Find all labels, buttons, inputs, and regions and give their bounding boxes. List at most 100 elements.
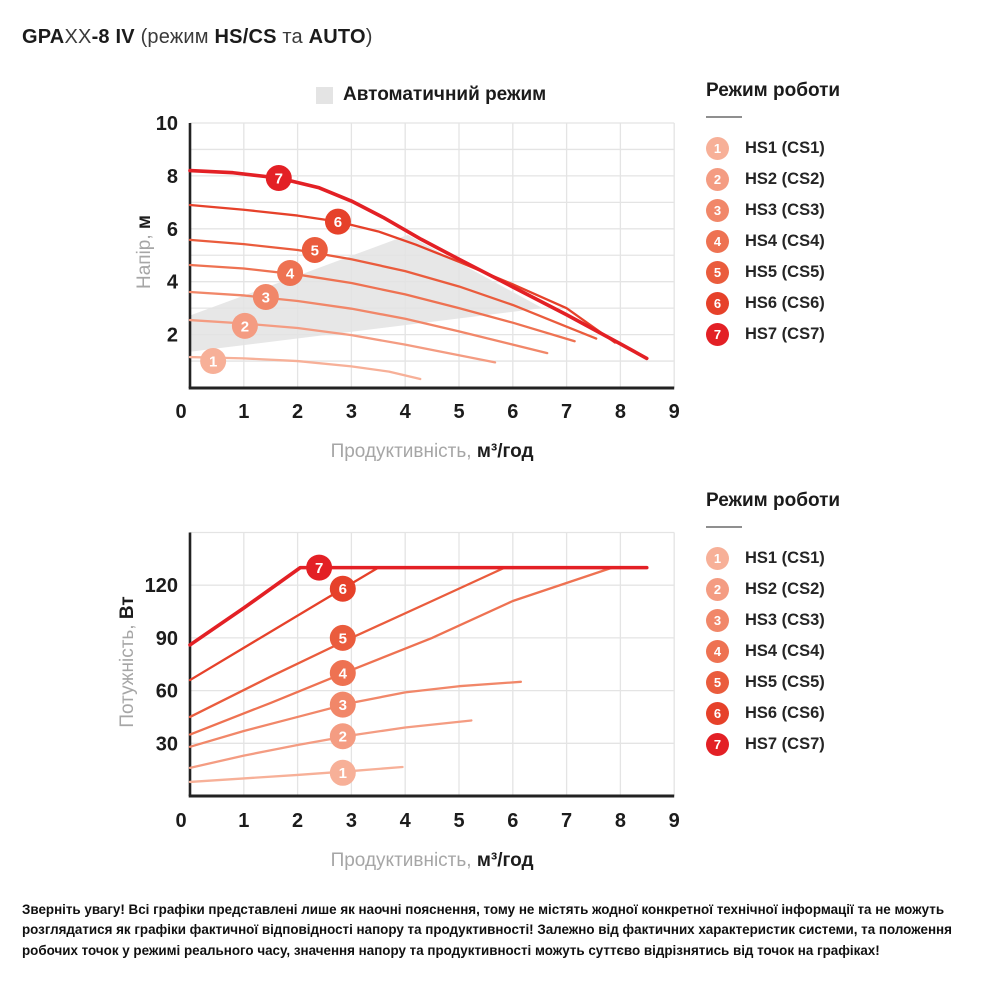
- x-axis-label: Продуктивність, м³/год: [331, 850, 534, 871]
- auto-mode-swatch-icon: [316, 86, 333, 104]
- mode-badge-icon: 2: [706, 168, 729, 191]
- title-mode-and: та: [276, 26, 309, 48]
- y-tick-label: 120: [145, 575, 178, 597]
- curve-hs4: [188, 263, 576, 343]
- legend-title: Режим роботи: [706, 490, 841, 511]
- auto-mode-legend: Автоматичний режим: [316, 84, 546, 106]
- x-tick-label: 8: [615, 401, 626, 423]
- curve-badge-5: 5: [329, 624, 356, 651]
- legend-title: Режим роботи: [706, 80, 841, 101]
- curve-badge-6: 6: [324, 208, 351, 235]
- legend-item-hs7: 7 HS7 (CS7): [706, 319, 971, 350]
- y-tick-label: 30: [156, 733, 178, 755]
- y-axis-label: Потужність, Вт: [118, 596, 138, 727]
- legend-item-hs1: 1 HS1 (CS1): [706, 133, 971, 164]
- legend-item-hs7: 7 HS7 (CS7): [706, 729, 971, 760]
- badge-circle-icon: [200, 348, 227, 375]
- legend-item-label: HS3 (CS3): [745, 611, 825, 629]
- x-tick-label: 0: [175, 401, 186, 423]
- x-tick-label: 6: [507, 810, 518, 832]
- x-tick-label: 9: [669, 810, 680, 832]
- auto-mode-label: Автоматичний режим: [343, 84, 547, 105]
- badge-number: 7: [275, 170, 283, 187]
- x-tick-label: 4: [400, 401, 412, 423]
- legend-item-label: HS4 (CS4): [745, 232, 825, 250]
- legend-item-label: HS6 (CS6): [745, 294, 825, 312]
- x-tick-label: 0: [175, 810, 186, 832]
- legend-item-hs4: 4 HS4 (CS4): [706, 226, 971, 257]
- x-tick-label: 1: [238, 810, 249, 832]
- y-tick-label: 8: [167, 166, 178, 188]
- legend-divider: [706, 116, 742, 118]
- badge-number: 3: [262, 289, 270, 306]
- y-tick-label: 10: [156, 113, 178, 135]
- legend-operating-modes-top: Режим роботи 1 HS1 (CS1) 2 HS2 (CS2) 3 HS3 (C…: [706, 80, 971, 350]
- badge-number: 5: [311, 242, 319, 259]
- curve-badge-3: 3: [329, 691, 356, 718]
- x-tick-label: 3: [346, 401, 357, 423]
- legend-items: 1 HS1 (CS1) 2 HS2 (CS2) 3 HS3 (CS3) 4 HS4 (CS4)…: [706, 543, 971, 760]
- curve-hs1: [188, 765, 404, 784]
- legend-item-label: HS2 (CS2): [745, 580, 825, 598]
- x-tick-label: 7: [561, 401, 572, 423]
- badge-circle-icon: [329, 660, 356, 687]
- badge-number: 6: [339, 581, 347, 598]
- title-mode-pre: (режим: [134, 26, 215, 48]
- mode-badge-icon: 1: [706, 547, 729, 570]
- curve-badge-1: 1: [329, 759, 356, 786]
- legend-operating-modes-bottom: Режим роботи 1 HS1 (CS1) 2 HS2 (CS2) 3 HS3 (C…: [706, 490, 971, 760]
- legend-item-label: HS1 (CS1): [745, 549, 825, 567]
- badge-circle-icon: [252, 284, 279, 311]
- y-axis-label-bold: м: [134, 215, 155, 229]
- mode-badge-icon: 7: [706, 323, 729, 346]
- curve-badge-2: 2: [329, 723, 356, 750]
- x-tick-label: 5: [453, 810, 464, 832]
- badge-circle-icon: [329, 624, 356, 651]
- legend-item-label: HS7 (CS7): [745, 735, 825, 753]
- title-mode-auto: AUTO: [308, 26, 366, 48]
- mode-badge-icon: 3: [706, 609, 729, 632]
- legend-item-hs2: 2 HS2 (CS2): [706, 164, 971, 195]
- curve-hs7: [188, 565, 649, 647]
- badge-number: 2: [241, 318, 249, 335]
- x-tick-label: 2: [292, 810, 303, 832]
- curve-badge-6: 6: [329, 575, 356, 602]
- x-tick-label: 4: [400, 810, 412, 832]
- mode-badge-icon: 7: [706, 733, 729, 756]
- badge-number: 6: [334, 214, 342, 231]
- curve-hs2: [188, 719, 473, 770]
- badge-circle-icon: [329, 691, 356, 718]
- title-close-paren: ): [365, 26, 373, 48]
- curve-badge-4: 4: [329, 660, 356, 687]
- page-title: GPAXX-8 IV (режим HS/CS та AUTO): [22, 26, 373, 49]
- legend-item-label: HS4 (CS4): [745, 642, 825, 660]
- title-mode-hscs: HS/CS: [214, 26, 277, 48]
- curve-badge-7: 7: [306, 554, 333, 581]
- x-tick-label: 7: [561, 810, 572, 832]
- y-axis-label-gray: Напір,: [134, 229, 155, 289]
- curve-badge-2: 2: [231, 312, 258, 339]
- y-tick-label: 90: [156, 628, 178, 650]
- curve-hs3: [188, 290, 549, 355]
- mode-badge-icon: 6: [706, 292, 729, 315]
- mode-badge-icon: 4: [706, 640, 729, 663]
- x-axis-label: Продуктивність, м³/год: [331, 441, 534, 462]
- badge-circle-icon: [324, 208, 351, 235]
- legend-item-hs5: 5 HS5 (CS5): [706, 667, 971, 698]
- curve-hs1: [188, 355, 422, 381]
- mode-badge-icon: 6: [706, 702, 729, 725]
- badge-circle-icon: [231, 312, 258, 339]
- badge-number: 4: [339, 665, 348, 682]
- curve-badge-5: 5: [301, 236, 328, 263]
- legend-item-hs5: 5 HS5 (CS5): [706, 257, 971, 288]
- x-tick-label: 5: [453, 401, 464, 423]
- badge-circle-icon: [306, 554, 333, 581]
- curve-badge-1: 1: [200, 348, 227, 375]
- curve-badge-7: 7: [265, 165, 292, 192]
- legend-item-hs6: 6 HS6 (CS6): [706, 288, 971, 319]
- x-axis-label-gray: Продуктивність,: [331, 850, 477, 871]
- badge-circle-icon: [329, 759, 356, 786]
- mode-badge-icon: 5: [706, 261, 729, 284]
- legend-item-hs6: 6 HS6 (CS6): [706, 698, 971, 729]
